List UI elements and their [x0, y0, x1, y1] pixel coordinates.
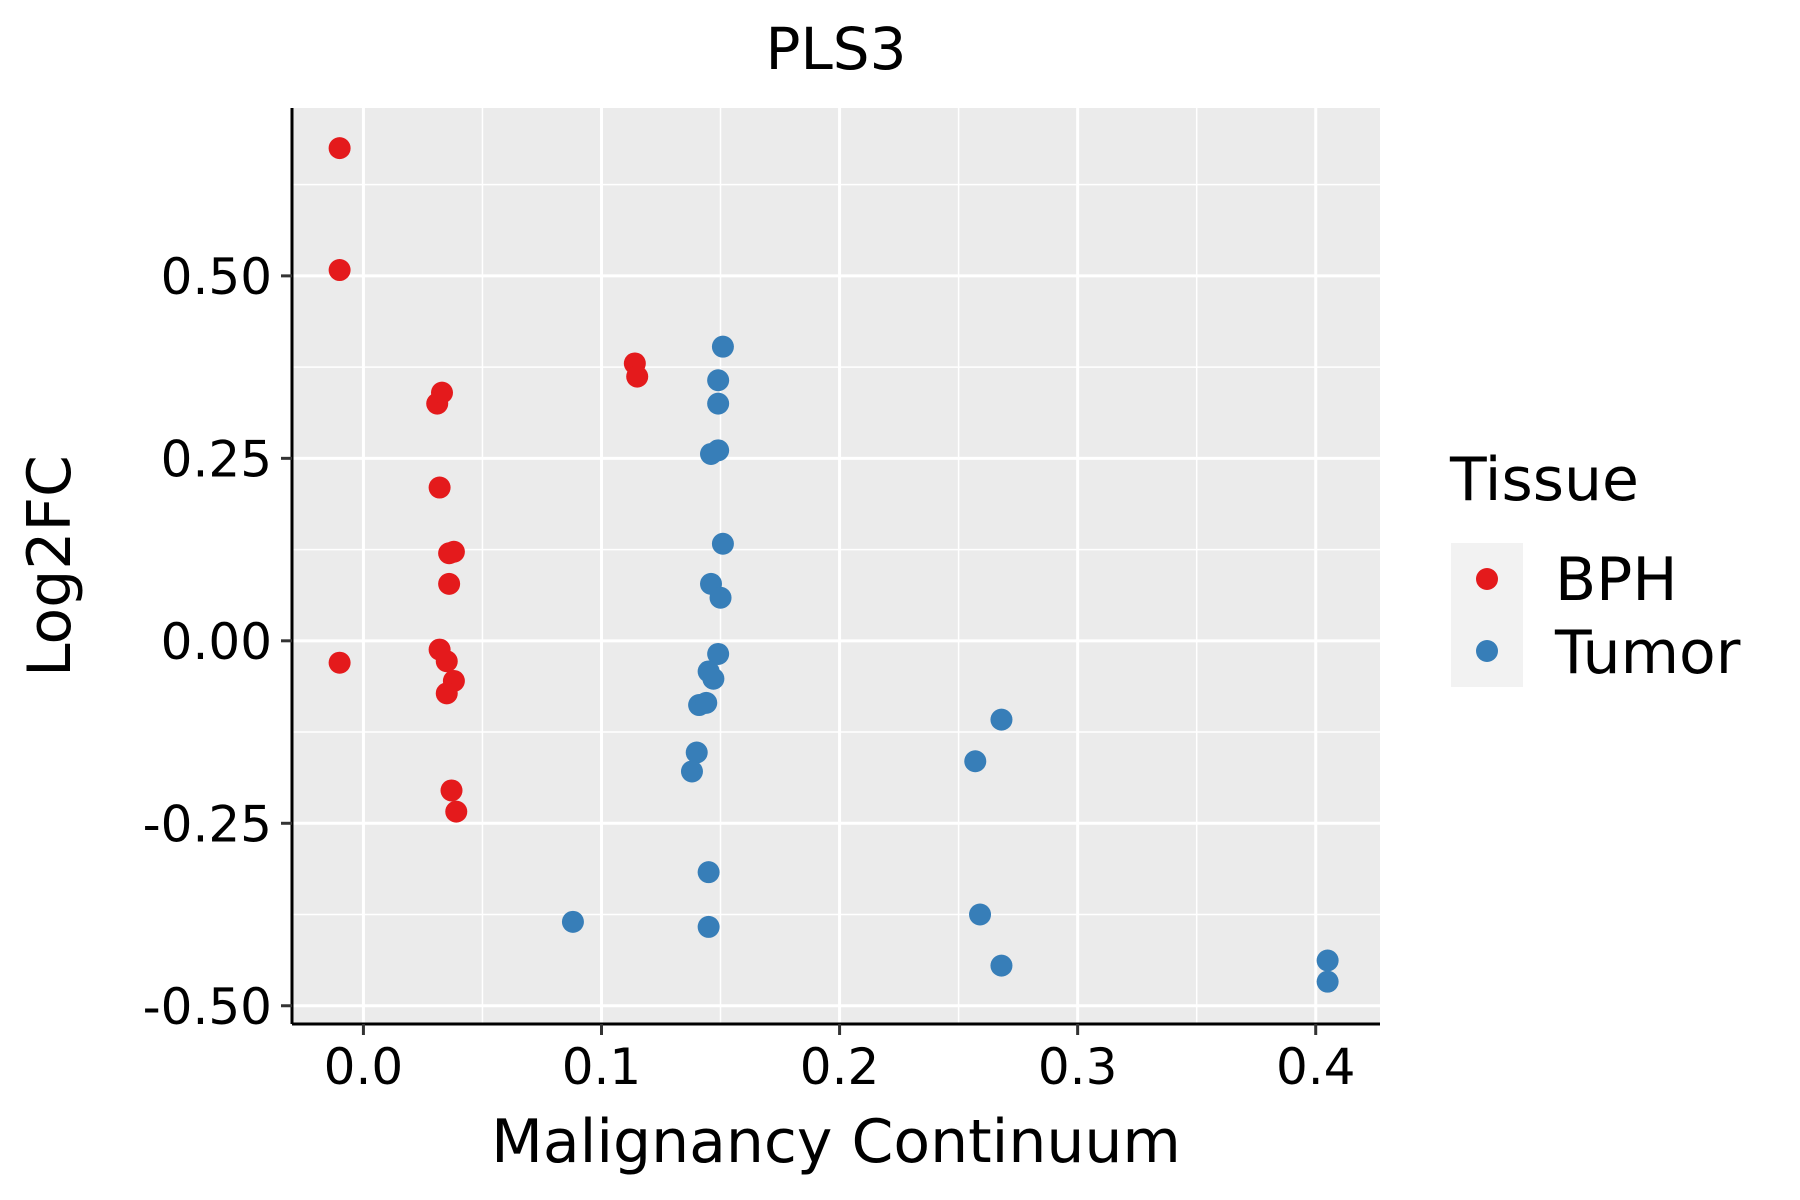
legend-key-bph — [1476, 568, 1498, 590]
y-tick-label: 0.50 — [161, 248, 272, 306]
data-point-tumor — [707, 392, 730, 415]
legend-title: Tissue — [1449, 445, 1639, 515]
legend-key-background — [1451, 543, 1523, 687]
data-point-tumor — [711, 532, 734, 555]
data-point-bph — [328, 651, 351, 674]
data-point-tumor — [707, 369, 730, 392]
y-tick-label: -0.25 — [143, 795, 272, 853]
data-point-tumor — [700, 442, 723, 465]
x-tick-label: 0.1 — [562, 1038, 642, 1096]
data-point-bph — [438, 572, 461, 595]
data-point-bph — [428, 476, 451, 499]
data-point-tumor — [709, 586, 732, 609]
data-point-tumor — [990, 708, 1013, 731]
y-tick-label: 0.00 — [161, 613, 272, 671]
data-point-bph — [435, 682, 458, 705]
data-point-tumor — [1316, 949, 1339, 972]
data-point-bph — [626, 365, 649, 388]
x-axis-title: Malignancy Continuum — [491, 1107, 1181, 1177]
data-point-tumor — [702, 667, 725, 690]
legend-label-bph: BPH — [1555, 545, 1677, 615]
plot-panel — [292, 108, 1380, 1024]
data-points — [328, 137, 1339, 993]
data-point-tumor — [685, 741, 708, 764]
data-point-tumor — [969, 903, 992, 926]
legend: Tissue BPH Tumor — [1449, 445, 1741, 688]
data-point-bph — [440, 779, 463, 802]
data-point-bph — [430, 381, 453, 404]
x-tick-label: 0.0 — [324, 1038, 404, 1096]
data-point-tumor — [697, 861, 720, 884]
data-point-tumor — [561, 910, 584, 933]
x-tick-label: 0.4 — [1276, 1038, 1356, 1096]
data-point-tumor — [695, 691, 718, 714]
data-point-tumor — [711, 335, 734, 358]
data-point-bph — [442, 540, 465, 563]
data-point-tumor — [707, 642, 730, 665]
x-tick-label: 0.2 — [800, 1038, 880, 1096]
data-point-tumor — [990, 954, 1013, 977]
y-tick-label: 0.25 — [161, 430, 272, 488]
x-tick-label: 0.3 — [1038, 1038, 1118, 1096]
data-point-bph — [435, 650, 458, 673]
y-axis-title: Log2FC — [15, 455, 85, 677]
legend-label-tumor: Tumor — [1554, 618, 1741, 688]
grid-lines — [292, 108, 1380, 1024]
data-point-tumor — [697, 915, 720, 938]
legend-key-tumor — [1476, 640, 1498, 662]
axis-ticks: 0.0 0.1 0.2 0.3 0.4 0.50 0.25 0.00 -0.25 -0.50 — [143, 248, 1356, 1096]
data-point-bph — [328, 259, 351, 282]
data-point-tumor — [680, 760, 703, 783]
data-point-tumor — [964, 750, 987, 773]
data-point-bph — [445, 800, 468, 823]
chart-title: PLS3 — [765, 15, 906, 83]
y-tick-label: -0.50 — [143, 978, 272, 1036]
data-point-tumor — [1316, 970, 1339, 993]
data-point-bph — [328, 137, 351, 160]
